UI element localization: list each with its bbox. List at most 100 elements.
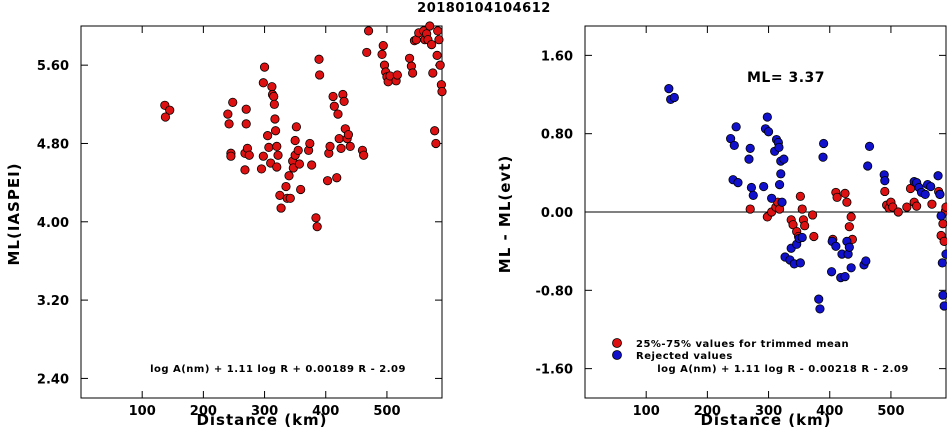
left-point-red <box>240 165 250 175</box>
left-point-red <box>290 135 300 146</box>
left-panel: ML(IASPEI) Distance (km) log A(nm) + 1.1… <box>5 21 447 428</box>
left-point-red <box>315 70 325 80</box>
left-point-red <box>322 176 333 186</box>
right-ytick-label: -0.80 <box>536 284 573 299</box>
right-ytick-label: 0.80 <box>541 128 573 143</box>
right-point-blue <box>819 138 829 149</box>
left-point-red <box>363 26 374 36</box>
left-point-red <box>408 68 418 78</box>
left-point-red <box>334 133 344 144</box>
legend-marker-red <box>612 338 622 348</box>
right-point-blue <box>797 232 807 243</box>
right-point-red <box>844 222 854 232</box>
left-point-red <box>269 99 279 109</box>
right-xtick-label: 500 <box>877 404 904 419</box>
left-point-red <box>434 35 444 45</box>
left-point-red <box>165 105 175 115</box>
left-ticks: 100 200 300 400 500 2.40 3.20 4.00 4.80 5.60 <box>37 26 442 419</box>
right-point-blue <box>795 258 805 268</box>
left-point-red <box>435 60 445 70</box>
right-point-blue <box>767 193 777 203</box>
left-point-red <box>244 150 254 160</box>
right-point-blue <box>937 258 947 268</box>
left-point-red <box>259 62 270 72</box>
left-point-red <box>241 104 251 114</box>
left-point-red <box>258 151 268 161</box>
right-panel: ML - ML(evt) Distance (km) ML= 3.37 log … <box>496 25 947 428</box>
left-plot-frame <box>80 25 443 399</box>
left-point-red <box>273 150 283 160</box>
right-point-blue <box>844 242 854 252</box>
right-point-blue <box>926 181 936 192</box>
left-ylabel: ML(IASPEI) <box>5 162 23 265</box>
left-point-red <box>336 143 346 153</box>
right-point-red <box>939 236 947 246</box>
right-point-blue <box>941 249 947 259</box>
left-point-red <box>325 141 335 152</box>
left-point-red <box>339 96 349 106</box>
left-ytick-label: 5.60 <box>37 59 69 74</box>
right-xtick-label: 200 <box>694 404 721 419</box>
right-point-red <box>840 188 850 198</box>
left-point-red <box>224 119 234 129</box>
left-point-red <box>332 173 342 183</box>
right-point-red <box>912 201 922 211</box>
left-point-red <box>428 68 438 78</box>
left-xtick-label: 200 <box>190 404 217 419</box>
left-point-red <box>160 112 171 122</box>
right-point-blue <box>745 143 755 153</box>
left-point-red <box>284 171 294 181</box>
left-point-red <box>328 91 338 102</box>
right-point-blue <box>776 169 786 179</box>
right-point-blue <box>846 263 856 273</box>
ml-annotation: ML= 3.37 <box>747 70 825 86</box>
right-xtick-label: 300 <box>755 404 782 419</box>
right-point-blue <box>759 181 769 192</box>
right-point-blue <box>774 179 785 190</box>
right-point-blue <box>729 140 739 151</box>
right-point-blue <box>744 154 754 164</box>
right-point-blue <box>664 84 674 94</box>
right-ytick-label: 1.60 <box>541 49 573 64</box>
left-point-red <box>223 109 233 119</box>
left-point-red <box>392 70 402 80</box>
left-point-red <box>264 142 274 152</box>
right-points <box>664 84 947 314</box>
left-ytick-label: 2.40 <box>37 372 69 387</box>
right-ticks: 100 200 300 400 500 -1.60 -0.80 0.00 0.80 1.60 <box>536 26 946 419</box>
right-point-blue <box>779 154 789 164</box>
left-point-red <box>276 203 286 213</box>
right-point-red <box>846 212 856 222</box>
right-point-blue <box>748 190 758 200</box>
left-point-red <box>305 138 315 149</box>
left-point-red <box>272 162 282 172</box>
left-point-red <box>263 131 273 141</box>
right-formula: log A(nm) + 1.11 log R - 0.00218 R - 2.0… <box>657 364 909 375</box>
left-point-red <box>433 26 443 36</box>
left-ytick-label: 4.00 <box>37 216 69 231</box>
left-point-red <box>296 184 306 195</box>
right-point-blue <box>815 304 825 314</box>
left-point-red <box>285 193 295 203</box>
left-point-red <box>314 54 324 64</box>
left-xlabel: Distance (km) <box>196 411 327 428</box>
right-point-red <box>809 231 819 242</box>
right-point-blue <box>831 241 841 251</box>
left-xtick-label: 300 <box>251 404 278 419</box>
left-point-red <box>291 122 301 132</box>
left-xtick-label: 100 <box>129 404 156 419</box>
left-point-red <box>267 82 277 92</box>
right-point-blue <box>939 301 947 311</box>
right-point-blue <box>936 211 946 221</box>
left-ytick-label: 4.80 <box>37 137 69 152</box>
left-point-red <box>269 91 279 102</box>
right-point-blue <box>746 182 757 193</box>
left-point-red <box>432 50 442 60</box>
right-point-blue <box>731 122 741 132</box>
right-point-blue <box>814 294 824 304</box>
legend-label-trimmed: 25%-75% values for trimmed mean <box>636 339 849 350</box>
right-point-blue <box>763 127 774 137</box>
right-point-blue <box>762 112 772 122</box>
left-point-red <box>270 114 280 124</box>
right-point-blue <box>669 92 679 103</box>
